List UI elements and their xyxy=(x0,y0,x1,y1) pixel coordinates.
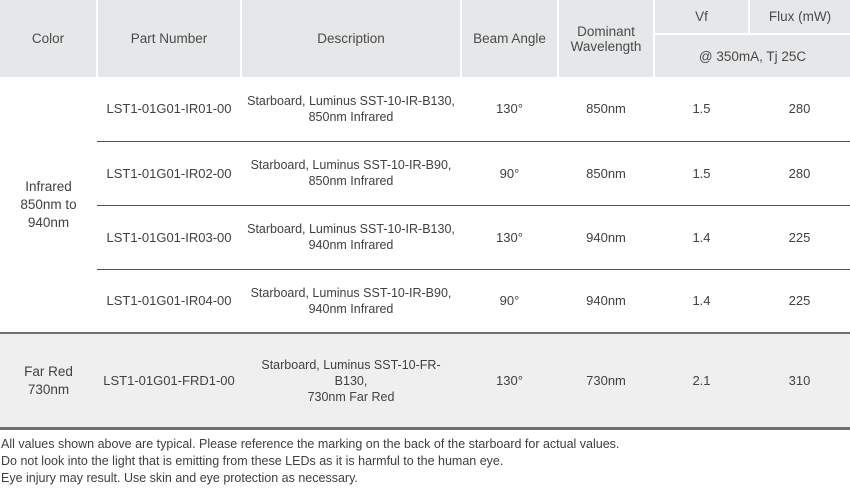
table-row: Infrared 850nm to 940nm LST1-01G01-IR01-… xyxy=(0,77,850,333)
cell-color-group-infrared: Infrared 850nm to 940nm xyxy=(0,77,97,333)
cell-description: Starboard, Luminus SST-10-FR-B130, 730nm… xyxy=(241,332,461,429)
cell-beam-angle: 90° xyxy=(461,268,558,333)
cell-description: Starboard, Luminus SST-10-IR-B90, 940nm … xyxy=(241,268,461,333)
cell-flux: 310 xyxy=(749,332,850,429)
cell-description: Starboard, Luminus SST-10-IR-B130, 940nm… xyxy=(241,204,461,269)
cell-beam-angle: 130° xyxy=(461,204,558,269)
table-row: LST1-01G01-IR03-00 Starboard, Luminus SS… xyxy=(0,204,850,269)
cell-beam-angle: 90° xyxy=(461,140,558,205)
cell-flux: 225 xyxy=(749,204,850,269)
cell-part-number: LST1-01G01-IR02-00 xyxy=(97,140,241,205)
column-header-dominant-wavelength: Dominant Wavelength xyxy=(557,0,654,77)
table-row: LST1-01G01-IR04-00 Starboard, Luminus SS… xyxy=(0,268,850,333)
cell-dominant-wavelength: 850nm xyxy=(558,77,654,141)
table-body: Infrared 850nm to 940nm LST1-01G01-IR01-… xyxy=(0,77,850,429)
column-header-color: Color xyxy=(0,0,97,77)
cell-vf: 2.1 xyxy=(654,332,749,429)
footnote-protection: Eye injury may result. Use skin and eye … xyxy=(1,471,358,485)
cell-flux: 225 xyxy=(749,268,850,333)
column-header-vf: Vf xyxy=(653,0,749,34)
cell-description: Starboard, Luminus SST-10-IR-B90, 850nm … xyxy=(241,140,461,205)
cell-flux: 280 xyxy=(749,140,850,205)
cell-dominant-wavelength: 940nm xyxy=(558,268,654,333)
footnotes: All values shown above are typical. Plea… xyxy=(0,436,850,487)
cell-dominant-wavelength: 730nm xyxy=(558,332,654,429)
cell-part-number: LST1-01G01-FRD1-00 xyxy=(97,332,241,429)
led-spec-table: Color Part Number Description Beam Angle… xyxy=(0,0,850,430)
footnote-eye-warning: Do not look into the light that is emitt… xyxy=(1,454,504,468)
cell-dominant-wavelength: 850nm xyxy=(558,140,654,205)
column-header-test-conditions: @ 350mA, Tj 25C xyxy=(653,33,850,77)
table-header: Color Part Number Description Beam Angle… xyxy=(0,0,850,77)
cell-part-number: LST1-01G01-IR01-00 xyxy=(97,77,241,141)
cell-color-group-far-red: Far Red 730nm xyxy=(0,332,97,429)
cell-vf: 1.4 xyxy=(654,268,749,333)
table-row: LST1-01G01-IR02-00 Starboard, Luminus SS… xyxy=(0,140,850,205)
cell-flux: 280 xyxy=(749,77,850,141)
cell-vf: 1.5 xyxy=(654,140,749,205)
column-header-description: Description xyxy=(240,0,461,77)
cell-part-number: LST1-01G01-IR04-00 xyxy=(97,268,241,333)
cell-description: Starboard, Luminus SST-10-IR-B130, 850nm… xyxy=(241,77,461,141)
cell-part-number: LST1-01G01-IR03-00 xyxy=(97,204,241,269)
cell-dominant-wavelength: 940nm xyxy=(558,204,654,269)
cell-vf: 1.5 xyxy=(654,77,749,141)
table-row: Far Red 730nm LST1-01G01-FRD1-00 Starboa… xyxy=(0,332,850,429)
footnote-typical-values: All values shown above are typical. Plea… xyxy=(1,437,620,451)
cell-beam-angle: 130° xyxy=(461,332,558,429)
column-header-part-number: Part Number xyxy=(96,0,241,77)
cell-beam-angle: 130° xyxy=(461,77,558,141)
column-header-flux: Flux (mW) xyxy=(748,0,850,34)
cell-vf: 1.4 xyxy=(654,204,749,269)
column-header-beam-angle: Beam Angle xyxy=(460,0,558,77)
